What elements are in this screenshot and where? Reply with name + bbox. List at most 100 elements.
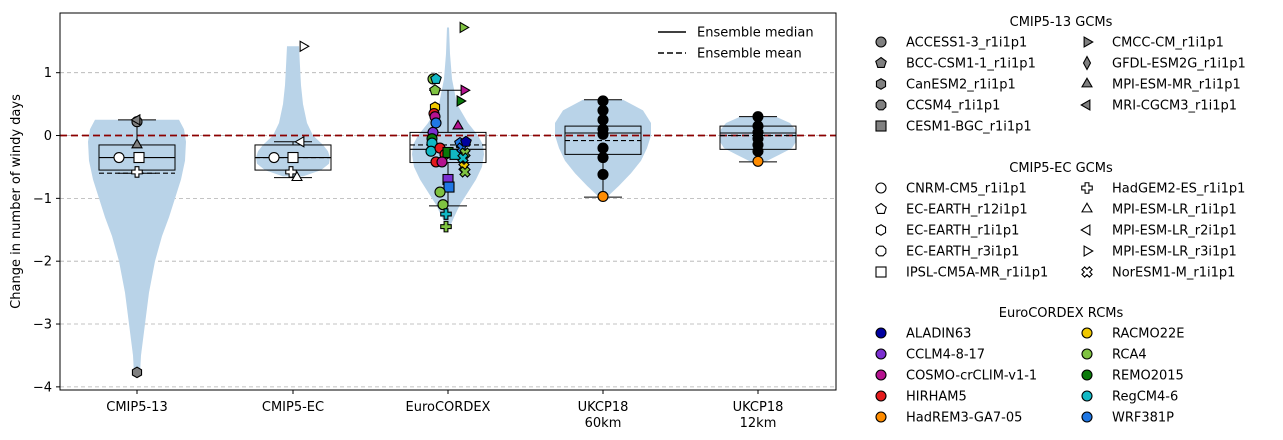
y-tick-label: 1 bbox=[44, 66, 52, 81]
data-point-circle bbox=[437, 199, 449, 211]
legend-entry-label: IPSL-CM5A-MR_r1i1p1 bbox=[906, 266, 1048, 281]
legend-label: Ensemble mean bbox=[697, 47, 802, 62]
legend-marker-circle bbox=[1081, 327, 1093, 339]
legend-marker-circle bbox=[875, 411, 887, 423]
data-point-plus bbox=[285, 166, 297, 178]
legend-entry-label: HadGEM2-ES_r1i1p1 bbox=[1112, 182, 1245, 197]
legend-entry-label: MPI-ESM-MR_r1i1p1 bbox=[1112, 78, 1241, 93]
legend-marker-circle bbox=[875, 348, 887, 360]
data-point-circle bbox=[434, 186, 446, 198]
legend-marker-plus bbox=[1081, 182, 1093, 194]
legend-marker-circle bbox=[875, 369, 887, 381]
legend-entry-label: HadREM3-GA7-05 bbox=[906, 411, 1022, 426]
legend-marker-diamond bbox=[1082, 55, 1092, 71]
legend-entry-label: CCLM4-8-17 bbox=[906, 348, 985, 363]
data-point-circle bbox=[436, 156, 448, 168]
legend-entry-label: RACMO22E bbox=[1112, 327, 1184, 342]
data-point-pentagon bbox=[429, 84, 441, 96]
legend-entry-label: MPI-ESM-LR_r1i1p1 bbox=[1112, 203, 1237, 218]
data-point-circle bbox=[752, 155, 764, 167]
y-tick-label: −4 bbox=[33, 380, 52, 395]
legend-entry-label: ACCESS1-3_r1i1p1 bbox=[906, 36, 1027, 51]
legend-marker-hexagon bbox=[875, 78, 887, 90]
data-point-pentagon bbox=[430, 72, 442, 84]
legend-marker-tri-right bbox=[1083, 245, 1094, 257]
data-point-plus bbox=[440, 220, 452, 233]
data-point-circle bbox=[430, 117, 442, 129]
data-point-circle bbox=[752, 111, 764, 123]
y-tick-label: −3 bbox=[33, 318, 52, 333]
violin-1 bbox=[256, 46, 330, 177]
data-point-tri-left bbox=[294, 135, 305, 148]
data-point-circle bbox=[113, 151, 125, 164]
legend-marker-square bbox=[875, 120, 887, 132]
legend-group-title: CMIP5-13 GCMs bbox=[1010, 15, 1113, 30]
data-point-circle bbox=[597, 151, 609, 164]
legend-marker-square bbox=[875, 266, 887, 278]
y-axis-label: Change in number of windy days bbox=[9, 94, 24, 309]
legend-marker-circle bbox=[1081, 348, 1093, 360]
data-point-tri-left bbox=[130, 113, 141, 126]
legend-marker-circle bbox=[875, 36, 887, 48]
legend-marker-cross bbox=[1081, 266, 1093, 278]
x-tick-label-line2: 12km bbox=[740, 416, 777, 431]
data-point-circle bbox=[597, 168, 609, 181]
legend-entry-label: WRF381P bbox=[1112, 411, 1174, 426]
legend-entry-label: RegCM4-6 bbox=[1112, 390, 1178, 405]
legend-marker-circle bbox=[1081, 390, 1093, 402]
legend-entry-label: CCSM4_r1i1p1 bbox=[906, 99, 1000, 114]
legend-marker-tri-up bbox=[1081, 202, 1093, 213]
legend-marker-octagon bbox=[875, 99, 887, 111]
legend-marker-hexagon bbox=[875, 224, 887, 236]
legend-marker-tri-left bbox=[1080, 224, 1091, 236]
data-point-circle bbox=[597, 142, 609, 154]
legend-entry-label: BCC-CSM1-1_r1i1p1 bbox=[906, 57, 1036, 72]
x-tick-label: UKCP18 bbox=[733, 400, 784, 415]
data-point-tri-right bbox=[459, 21, 470, 34]
legend-entry-label: MRI-CGCM3_r1i1p1 bbox=[1112, 99, 1237, 114]
x-tick-label: CMIP5-EC bbox=[262, 400, 324, 415]
x-tick-label: CMIP5-13 bbox=[106, 400, 167, 415]
legend-marker-octagon bbox=[875, 245, 887, 257]
x-tick-label: EuroCORDEX bbox=[406, 400, 491, 415]
data-point-square bbox=[287, 151, 299, 164]
data-point-circle bbox=[597, 128, 609, 140]
x-tick-label-line2: 60km bbox=[585, 416, 622, 431]
data-point-plus bbox=[131, 166, 143, 178]
data-point-circle bbox=[597, 104, 609, 116]
legend-entry-label: REMO2015 bbox=[1112, 369, 1184, 384]
data-point-hexagon bbox=[131, 366, 143, 379]
legend-marker-pentagon bbox=[875, 56, 887, 68]
legend-marker-pentagon bbox=[875, 202, 887, 214]
legend-marker-circle bbox=[875, 327, 887, 339]
legend-entry-label: ALADIN63 bbox=[906, 327, 971, 342]
legend-entry-label: MPI-ESM-LR_r3i1p1 bbox=[1112, 245, 1237, 260]
legend-entry-label: CanESM2_r1i1p1 bbox=[906, 78, 1016, 93]
data-point-tri-up bbox=[452, 119, 464, 130]
legend-entry-label: COSMO-crCLIM-v1-1 bbox=[906, 369, 1037, 384]
legend-entry-label: NorESM1-M_r1i1p1 bbox=[1112, 266, 1235, 281]
legend-entry-label: HIRHAM5 bbox=[906, 390, 967, 405]
y-tick-label: −1 bbox=[33, 192, 52, 207]
data-point-pentagon bbox=[460, 135, 472, 147]
legend-group-title: EuroCORDEX RCMs bbox=[999, 306, 1124, 321]
data-point-cross bbox=[459, 166, 471, 178]
legend-entry-label: CMCC-CM_r1i1p1 bbox=[1112, 36, 1224, 51]
data-point-square bbox=[133, 151, 145, 164]
x-tick-label: UKCP18 bbox=[578, 400, 629, 415]
data-point-circle bbox=[268, 151, 280, 164]
data-point-plus bbox=[440, 208, 452, 220]
data-point-tri-right bbox=[456, 95, 467, 107]
legend-group-title: CMIP5-EC GCMs bbox=[1009, 161, 1113, 176]
y-tick-label: −2 bbox=[33, 255, 52, 270]
data-point-circle bbox=[597, 114, 609, 126]
data-point-square bbox=[443, 181, 455, 193]
legend-entry-label: EC-EARTH_r12i1p1 bbox=[906, 203, 1028, 218]
legend-entry-label: CESM1-BGC_r1i1p1 bbox=[906, 120, 1032, 135]
legend-marker-tri-up bbox=[1081, 77, 1093, 88]
data-point-tri-right bbox=[299, 40, 310, 53]
legend-label: Ensemble median bbox=[697, 26, 814, 41]
legend-marker-circle bbox=[1081, 411, 1093, 423]
legend-entry-label: EC-EARTH_r1i1p1 bbox=[906, 224, 1019, 239]
